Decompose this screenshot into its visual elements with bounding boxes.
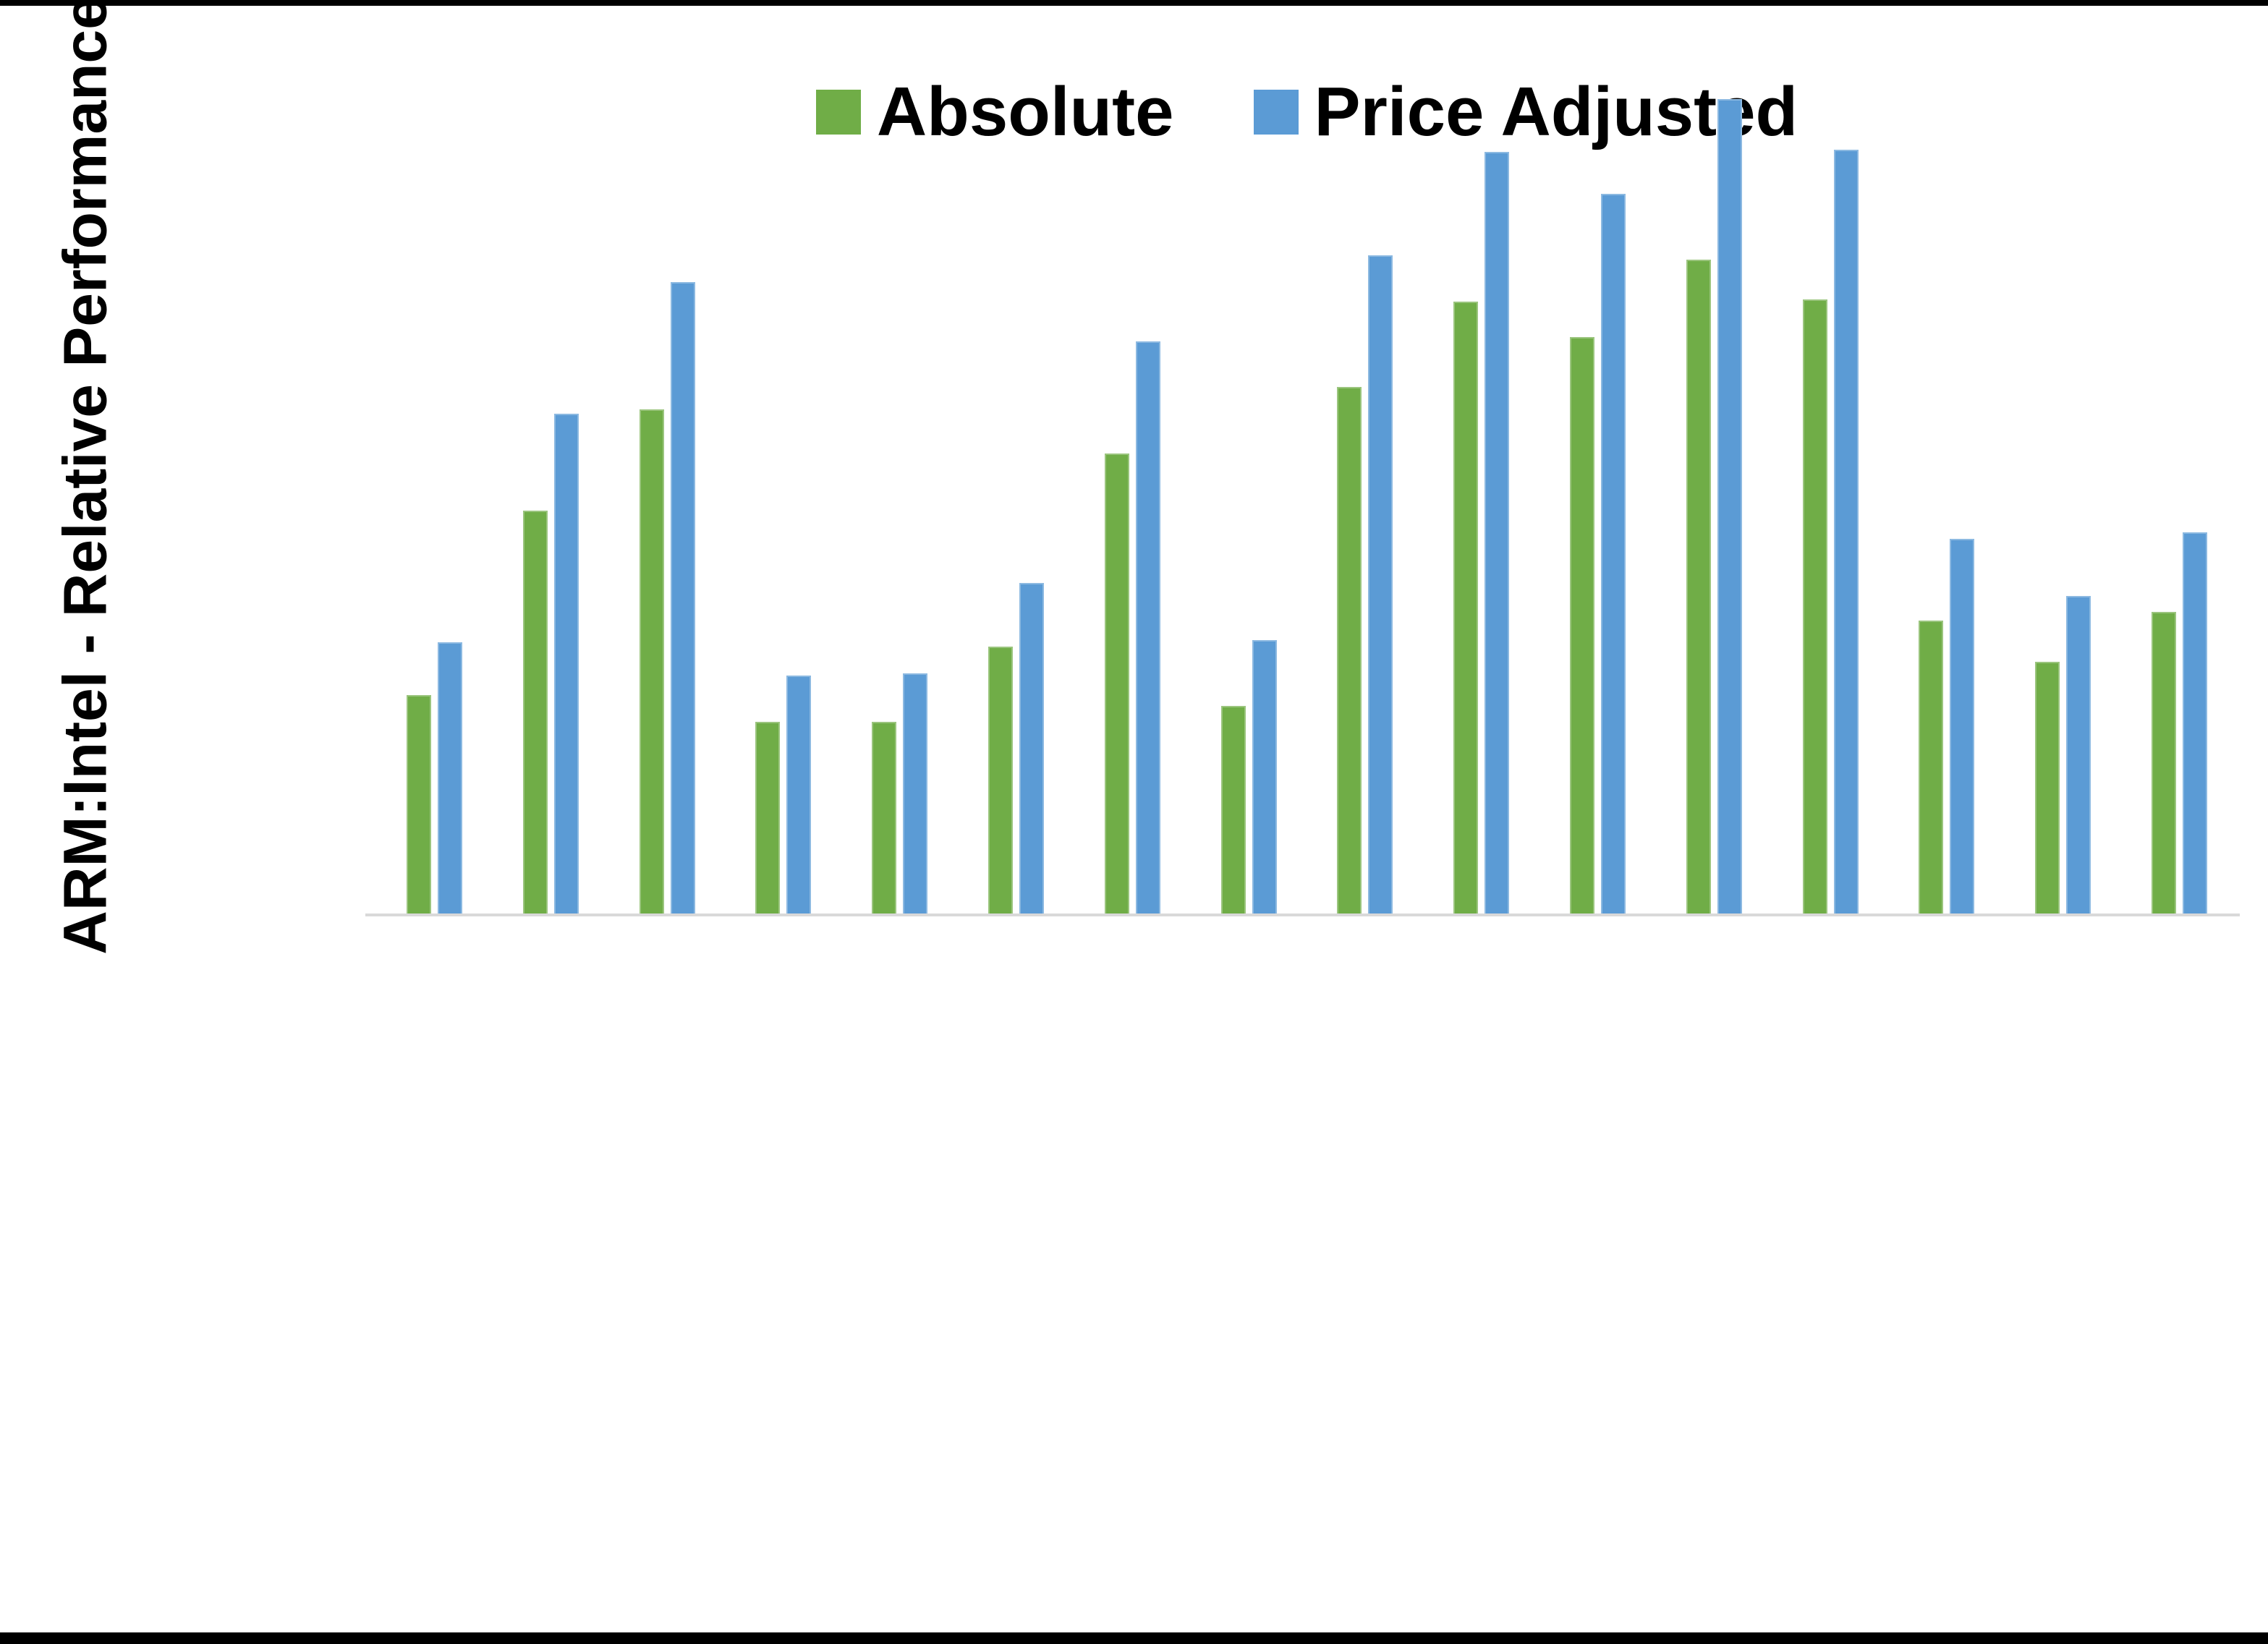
bar-absolute-deflate-best-speed <box>522 510 548 915</box>
legend-swatch-price-adjusted-icon <box>1253 90 1299 135</box>
bar-group <box>376 35 493 915</box>
bottom-border <box>0 1632 2268 1644</box>
bar-price-adjusted-zstd-fastest <box>2183 532 2208 915</box>
legend-label-price-adjusted: Price Adjusted <box>1314 73 1798 150</box>
bar-absolute-s2-better <box>1453 301 1479 915</box>
bar-absolute-s2-parallel-8 <box>1802 299 1827 915</box>
bar-group <box>1772 35 1889 915</box>
bar-absolute-s2-parallel-4 <box>1686 260 1711 915</box>
bar-absolute-deflate-default <box>639 409 664 915</box>
bar-price-adjusted-pgzip-best-speed <box>1368 255 1393 915</box>
legend: Absolute Price Adjusted <box>376 72 2238 152</box>
bar-absolute-pgzip-best-speed <box>1337 387 1362 915</box>
bar-absolute-zstd-better-compression <box>2035 662 2060 915</box>
bar-price-adjusted-s2-default <box>1601 193 1626 915</box>
bar-group <box>1539 35 1656 915</box>
bar-group <box>725 35 841 915</box>
bar-group <box>493 35 609 915</box>
legend-swatch-absolute-icon <box>815 90 861 135</box>
bar-price-adjusted-s2-parallel-4 <box>1717 99 1742 915</box>
bar-absolute-pgzip <box>1104 453 1129 915</box>
bar-absolute-gzip <box>755 721 781 915</box>
bar-group <box>1074 35 1191 915</box>
bar-group <box>1889 35 2005 915</box>
bar-group <box>2005 35 2121 915</box>
x-axis-line <box>365 913 2240 916</box>
bar-price-adjusted-zstd-better-compression <box>2066 596 2091 915</box>
bar-absolute-gzip-best-compression <box>872 721 897 915</box>
bar-price-adjusted-deflate-best-speed <box>553 413 579 915</box>
bar-group <box>958 35 1074 915</box>
legend-item-absolute: Absolute <box>815 72 1174 152</box>
plot-area <box>376 35 2238 915</box>
legend-item-price-adjusted: Price Adjusted <box>1253 72 1798 152</box>
bar-group <box>841 35 958 915</box>
bar-price-adjusted-zstd <box>1950 539 1975 915</box>
bar-price-adjusted-s2-better <box>1485 152 1510 915</box>
bar-price-adjusted-gzip <box>786 675 812 915</box>
bar-absolute-s2-default <box>1570 336 1595 915</box>
bar-group <box>609 35 726 915</box>
bar-price-adjusted-gzip-best-compression <box>903 673 928 915</box>
bar-absolute-zstd-fastest <box>2152 611 2177 915</box>
bar-absolute-gzip-best-speed <box>988 647 1013 915</box>
bar-price-adjusted-s2-parallel-8 <box>1833 150 1859 915</box>
bar-absolute-deflate-best-compression <box>406 695 431 915</box>
bar-price-adjusted-gzip-best-speed <box>1019 583 1044 915</box>
y-axis-title: ARM:Intel - Relative Performance <box>51 0 119 955</box>
legend-label-absolute: Absolute <box>876 73 1174 150</box>
bar-price-adjusted-deflate-default <box>670 281 695 915</box>
top-border <box>0 0 2268 6</box>
bar-price-adjusted-pgzip-best-compression <box>1252 640 1277 915</box>
bar-absolute-zstd <box>1919 620 1944 915</box>
bar-group <box>1656 35 1772 915</box>
bar-group <box>1191 35 1307 915</box>
bar-group <box>1423 35 1539 915</box>
bar-price-adjusted-deflate-best-compression <box>437 642 462 915</box>
bar-group <box>1307 35 1424 915</box>
bar-price-adjusted-pgzip <box>1135 341 1160 915</box>
bar-group <box>2121 35 2238 915</box>
bar-absolute-pgzip-best-compression <box>1220 706 1246 915</box>
